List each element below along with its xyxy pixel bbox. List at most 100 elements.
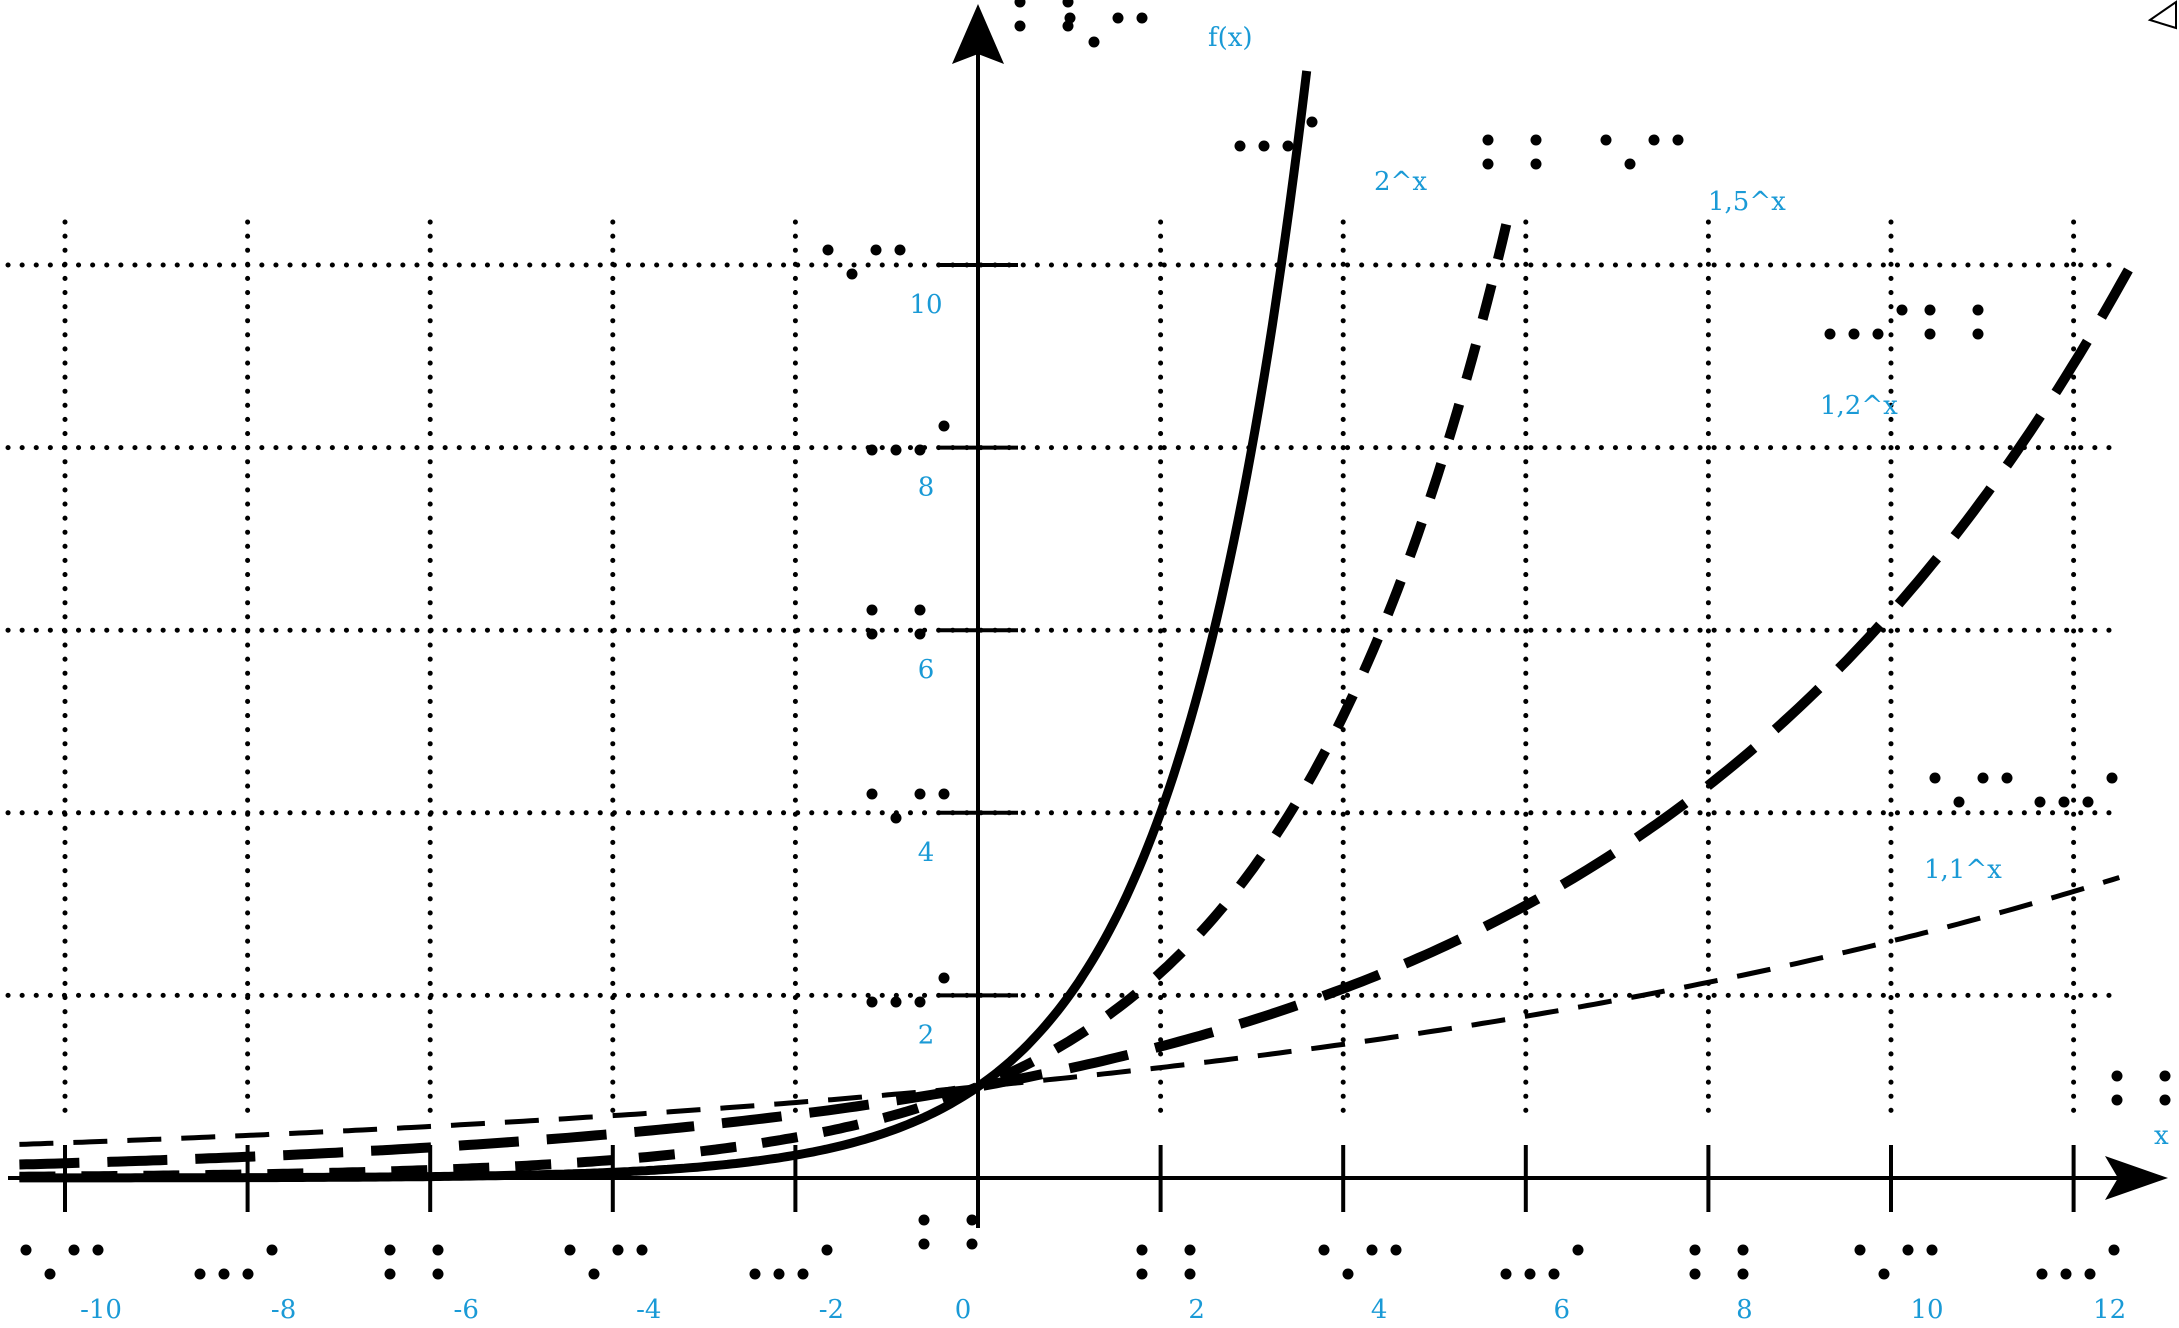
braille-dot (821, 1244, 833, 1256)
braille-dot (1572, 1244, 1584, 1256)
braille-dot (1689, 1244, 1701, 1256)
braille-dot (1258, 140, 1270, 152)
braille-dot (2060, 1268, 2072, 1280)
braille-dot (1136, 12, 1148, 24)
braille-dot (822, 244, 834, 256)
series-line-1.2 (19, 267, 2133, 1170)
braille-decoration (20, 0, 2171, 1280)
braille-dot (2159, 1070, 2171, 1082)
y-tick-label: 8 (918, 473, 935, 503)
braille-dot (1689, 1268, 1701, 1280)
braille-dot (1972, 328, 1984, 340)
braille-dot (1064, 12, 1076, 24)
braille-dot (1306, 116, 1318, 128)
braille-dot (44, 1268, 56, 1280)
x-tick-label: -4 (636, 1295, 661, 1325)
braille-dot (866, 628, 878, 640)
braille-dot (890, 444, 902, 456)
braille-dot (1848, 328, 1860, 340)
x-tick-label: -6 (454, 1295, 479, 1325)
braille-dot (2036, 1268, 2048, 1280)
braille-dot (2159, 1094, 2171, 1106)
braille-dot (1902, 1244, 1914, 1256)
braille-dot (194, 1268, 206, 1280)
curve-label-1-5x: 1,5^x (1708, 187, 1786, 217)
braille-dot (1184, 1268, 1196, 1280)
braille-dot (1878, 1268, 1890, 1280)
braille-dot (1282, 140, 1294, 152)
resize-corner-icon[interactable] (2147, 0, 2177, 30)
braille-dot (1136, 1244, 1148, 1256)
braille-dot (749, 1268, 761, 1280)
x-tick-label: 0 (955, 1295, 972, 1325)
x-tick-label: -2 (819, 1295, 844, 1325)
braille-dot (1600, 134, 1612, 146)
braille-dot (2108, 1244, 2120, 1256)
braille-dot (242, 1268, 254, 1280)
braille-dot (1500, 1268, 1512, 1280)
braille-dot (866, 444, 878, 456)
braille-dot (2111, 1094, 2123, 1106)
braille-dot (636, 1244, 648, 1256)
braille-dot (384, 1244, 396, 1256)
braille-dot (914, 628, 926, 640)
x-tick-label: 4 (1371, 1295, 1388, 1325)
y-axis-arrowhead (952, 4, 1004, 64)
braille-dot (866, 788, 878, 800)
braille-dot (432, 1268, 444, 1280)
braille-dot (1342, 1268, 1354, 1280)
braille-dot (890, 812, 902, 824)
braille-dot (1824, 328, 1836, 340)
braille-dot (1672, 134, 1684, 146)
grid (5, 219, 2123, 1123)
x-tick-label: 12 (2093, 1295, 2126, 1325)
braille-dot (1737, 1268, 1749, 1280)
y-tick-label: 6 (918, 655, 935, 685)
braille-dot (1318, 1244, 1330, 1256)
braille-dot (2084, 1268, 2096, 1280)
x-tick-label: 10 (1910, 1295, 1943, 1325)
braille-dot (1929, 772, 1941, 784)
braille-dot (1953, 796, 1965, 808)
braille-dot (914, 788, 926, 800)
braille-dot (890, 996, 902, 1008)
braille-dot (894, 244, 906, 256)
braille-dot (1530, 158, 1542, 170)
braille-dot (1624, 158, 1636, 170)
curve-label-2x: 2^x (1374, 167, 1427, 197)
braille-dot (384, 1268, 396, 1280)
braille-dot (2111, 1070, 2123, 1082)
braille-dot (1062, 0, 1074, 8)
braille-dot (914, 604, 926, 616)
x-tick-label: -10 (80, 1295, 122, 1325)
braille-dot (1872, 328, 1884, 340)
braille-dot (797, 1268, 809, 1280)
braille-dot (846, 268, 858, 280)
braille-dot (866, 996, 878, 1008)
braille-dot (1482, 134, 1494, 146)
braille-dot (1924, 304, 1936, 316)
braille-dot (2034, 796, 2046, 808)
axes (8, 4, 2168, 1228)
braille-dot (1972, 304, 1984, 316)
braille-dot (1896, 304, 1908, 316)
curve-label-1-1x: 1,1^x (1924, 855, 2002, 885)
braille-dot (612, 1244, 624, 1256)
braille-dot (1530, 134, 1542, 146)
braille-dot (218, 1268, 230, 1280)
braille-dot (2001, 772, 2013, 784)
braille-dot (1977, 772, 1989, 784)
braille-dot (966, 1214, 978, 1226)
braille-dot (2082, 796, 2094, 808)
braille-dot (1184, 1244, 1196, 1256)
y-tick-label: 4 (918, 838, 935, 868)
braille-dot (1014, 0, 1026, 8)
braille-dot (1524, 1268, 1536, 1280)
braille-dot (938, 420, 950, 432)
y-tick-label: 10 (909, 290, 942, 320)
braille-dot (1136, 1268, 1148, 1280)
series-line-1.1 (19, 875, 2121, 1147)
braille-dot (1234, 140, 1246, 152)
braille-dot (1112, 12, 1124, 24)
